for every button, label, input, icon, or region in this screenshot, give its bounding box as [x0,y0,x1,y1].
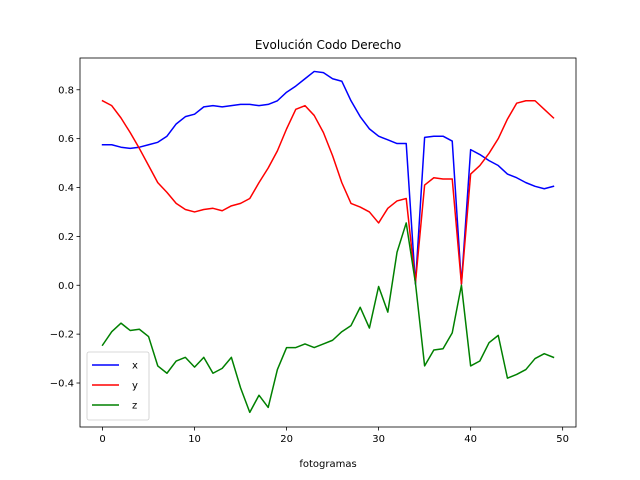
legend-box [86,351,150,421]
y-tick-label: −0.2 [50,330,74,341]
y-tick-label: 0.8 [58,85,74,96]
legend-label-y: y [132,381,138,392]
x-tick-label: 0 [99,434,105,445]
legend: xyz [86,351,150,421]
x-tick-label: 40 [464,434,477,445]
legend-label-x: x [132,361,138,372]
chart-title: Evolución Codo Derecho [255,38,401,52]
x-axis-title: fotogramas [299,459,356,470]
series-layer [101,70,555,414]
x-tick-label: 30 [372,434,385,445]
x-tick-label: 20 [280,434,293,445]
series-line-z [101,222,555,414]
x-tick-label: 50 [556,434,569,445]
legend-label-z: z [132,401,137,412]
legend-entries: xyz [92,361,138,412]
y-tick-label: 0.6 [58,134,74,145]
y-tick-label: −0.4 [50,379,74,390]
y-tick-label: 0.0 [58,281,74,292]
plot-area-frame [79,57,577,428]
series-line-y [101,99,555,285]
series-line-x [101,70,555,285]
x-tick-label: 10 [188,434,201,445]
y-tick-label: 0.4 [58,183,74,194]
x-axis: 0 10 20 30 40 50 [99,427,569,445]
y-axis: −0.4 −0.2 0.0 0.2 0.4 0.6 0.8 [50,85,80,390]
y-tick-label: 0.2 [58,232,74,243]
